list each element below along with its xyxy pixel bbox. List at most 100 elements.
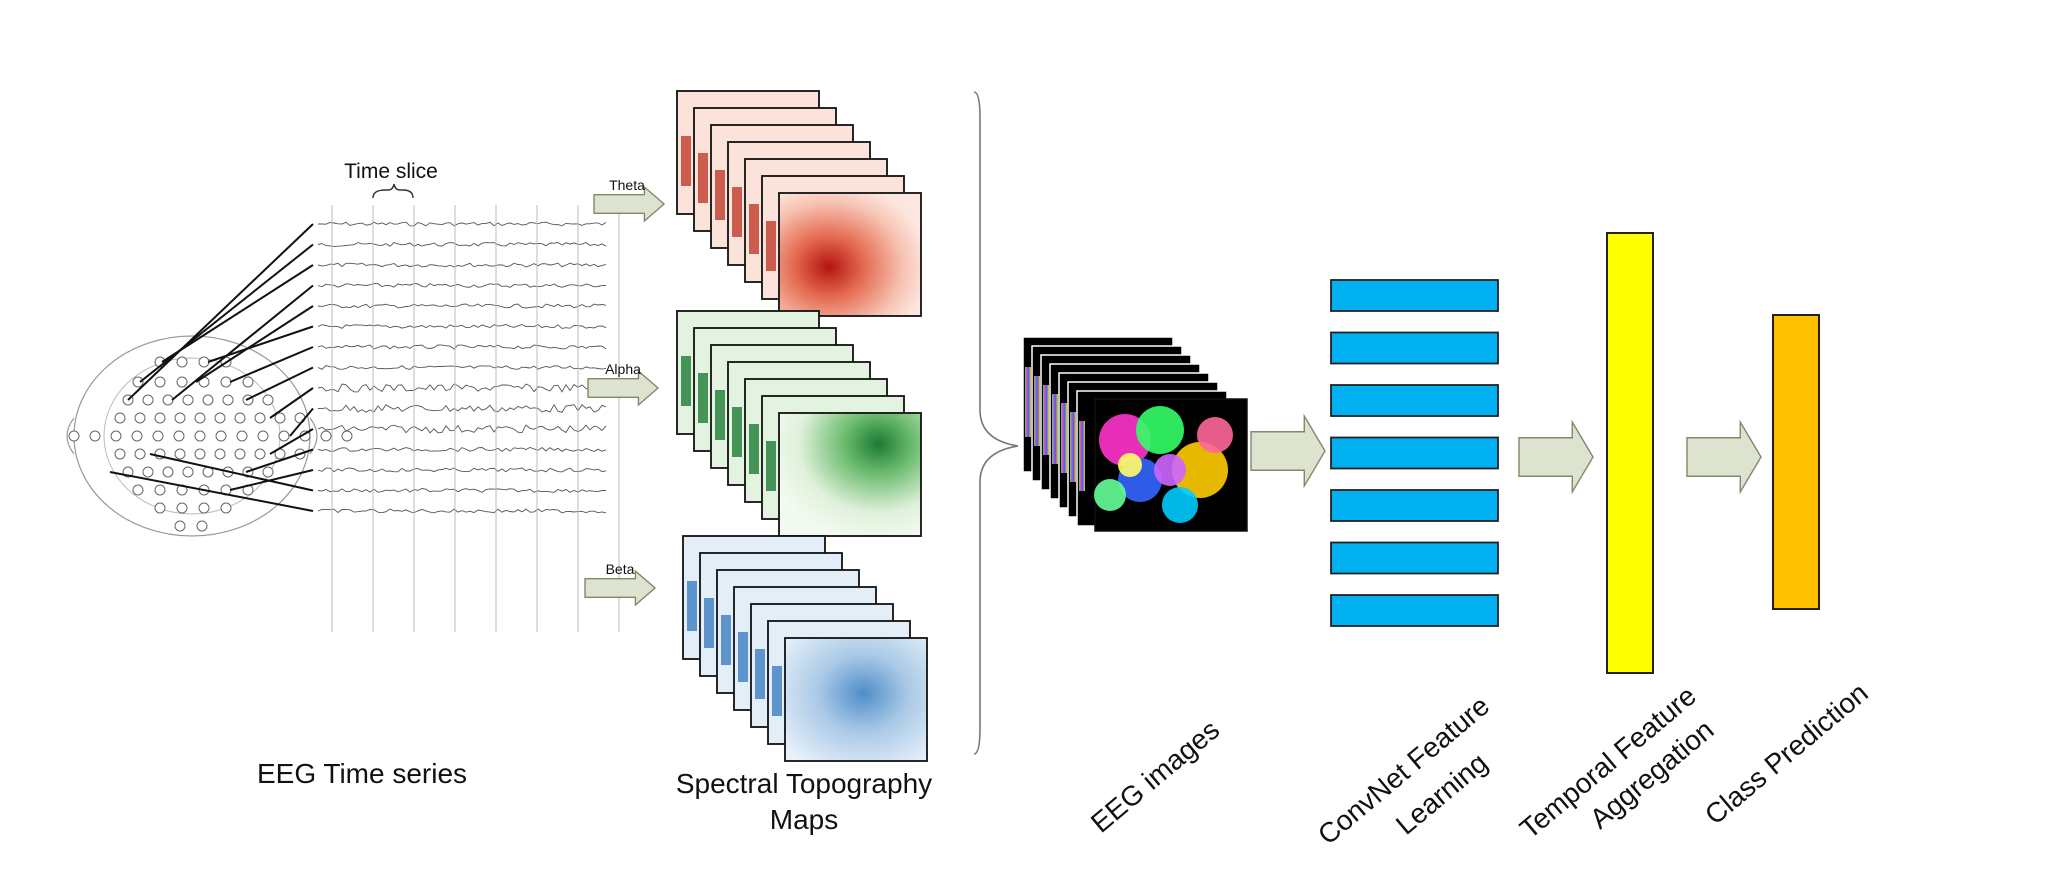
electrode bbox=[214, 448, 226, 460]
eeg-image-blob bbox=[1197, 417, 1233, 453]
electrode bbox=[194, 430, 206, 442]
topography-map-edge bbox=[755, 649, 765, 699]
electrode bbox=[162, 466, 174, 478]
alpha-topography-stack bbox=[676, 310, 922, 537]
electrode bbox=[236, 430, 248, 442]
electrode bbox=[234, 412, 246, 424]
eeg-trace bbox=[317, 383, 607, 393]
electrode bbox=[254, 412, 266, 424]
eeg-trace bbox=[317, 403, 607, 413]
pipeline-arrow-convnet-to-temporal bbox=[1518, 419, 1594, 495]
electrode bbox=[174, 412, 186, 424]
eeg-image-edge bbox=[1070, 412, 1076, 482]
electrode bbox=[154, 412, 166, 424]
channel-connector-lines bbox=[109, 223, 314, 512]
electrode bbox=[131, 430, 143, 442]
band-label-theta: Theta bbox=[609, 177, 645, 193]
electrode bbox=[274, 412, 286, 424]
electrode bbox=[202, 394, 214, 406]
topography-map-edge bbox=[698, 373, 708, 423]
electrode bbox=[220, 502, 232, 514]
electrode bbox=[196, 520, 208, 532]
electrode bbox=[198, 502, 210, 514]
band-label-alpha: Alpha bbox=[605, 361, 641, 377]
topography-map-edge bbox=[749, 424, 759, 474]
topography-map-layer bbox=[778, 412, 922, 537]
eeg-image-blob bbox=[1118, 453, 1142, 477]
channel-connector-line bbox=[171, 284, 314, 401]
electrode bbox=[220, 376, 232, 388]
eeg-image-edge bbox=[1025, 367, 1031, 437]
band-arrows bbox=[584, 185, 666, 607]
channel-connector-line bbox=[127, 223, 314, 401]
electrode bbox=[262, 466, 274, 478]
convnet-feature-block bbox=[1330, 384, 1499, 417]
channel-connector-line bbox=[229, 469, 314, 491]
eeg-image-blob bbox=[1094, 479, 1126, 511]
topography-map-edge bbox=[687, 581, 697, 631]
topography-map-layer bbox=[784, 637, 928, 762]
eeg-image-edge bbox=[1052, 394, 1058, 464]
band-label-beta: Beta bbox=[606, 561, 635, 577]
convnet-feature-block bbox=[1330, 594, 1499, 627]
channel-connector-line bbox=[245, 366, 314, 401]
electrode bbox=[162, 394, 174, 406]
channel-connector-line bbox=[161, 264, 314, 363]
topography-map-edge bbox=[732, 407, 742, 457]
eeg-image-edge bbox=[1061, 403, 1067, 473]
channel-connector-line bbox=[269, 428, 314, 455]
channel-connector-line bbox=[109, 471, 314, 512]
topography-map-edge bbox=[749, 204, 759, 254]
electrode bbox=[234, 448, 246, 460]
convnet-feature-block bbox=[1330, 279, 1499, 312]
channel-connector-line bbox=[269, 387, 314, 419]
electrode bbox=[176, 356, 188, 368]
eeg-trace bbox=[317, 324, 607, 329]
topography-map-edge bbox=[715, 170, 725, 220]
electrode bbox=[176, 502, 188, 514]
eeg-images-label: EEG images bbox=[1085, 714, 1225, 839]
topography-map-layer bbox=[778, 192, 922, 317]
channel-connector-line bbox=[289, 407, 314, 437]
eeg-image-edge bbox=[1079, 421, 1085, 491]
eeg-trace bbox=[317, 344, 607, 350]
temporal-aggregation-block bbox=[1606, 232, 1654, 674]
topography-map-edge bbox=[704, 598, 714, 648]
eeg-trace bbox=[317, 283, 606, 288]
electrode bbox=[262, 394, 274, 406]
eeg-time-series-traces bbox=[317, 221, 607, 514]
topography-map-edge bbox=[721, 615, 731, 665]
pipeline-arrow-temporal-to-class bbox=[1686, 419, 1762, 495]
spectral-maps-label-line2: Maps bbox=[770, 804, 838, 835]
electrode bbox=[254, 448, 266, 460]
electrode bbox=[68, 430, 80, 442]
eeg-image-edge bbox=[1034, 376, 1040, 446]
convnet-feature-block bbox=[1330, 541, 1499, 575]
topography-map-edge bbox=[766, 441, 776, 491]
electrode bbox=[174, 520, 186, 532]
channel-connector-line bbox=[195, 305, 314, 383]
eeg-image-blob bbox=[1172, 442, 1228, 498]
theta-arrow bbox=[593, 185, 666, 223]
beta-arrow bbox=[584, 569, 657, 607]
channel-connector-line bbox=[149, 453, 314, 492]
eeg-trace bbox=[317, 303, 607, 309]
channel-connector-line bbox=[245, 448, 314, 473]
electrode bbox=[214, 412, 226, 424]
pipeline-arrow-eeg-to-convnet bbox=[1250, 413, 1326, 489]
eeg-image-blob bbox=[1162, 487, 1198, 523]
electrode bbox=[278, 430, 290, 442]
electrode bbox=[341, 430, 353, 442]
theta-topography-stack bbox=[676, 90, 922, 317]
channel-connector-line bbox=[139, 243, 314, 383]
electrode bbox=[174, 448, 186, 460]
topography-map-edge bbox=[732, 187, 742, 237]
electrode bbox=[154, 376, 166, 388]
electrode bbox=[132, 484, 144, 496]
electrode bbox=[242, 376, 254, 388]
eeg-image-edge bbox=[1043, 385, 1049, 455]
electrode bbox=[176, 376, 188, 388]
topography-map-edge bbox=[772, 666, 782, 716]
eeg-trace bbox=[317, 262, 607, 268]
electrode bbox=[110, 430, 122, 442]
